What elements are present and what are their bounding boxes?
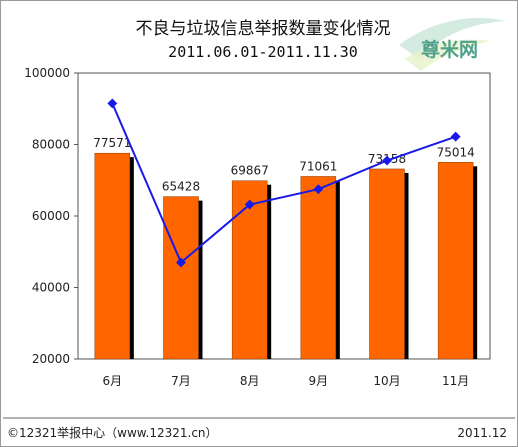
watermark-logo: 尊米网 [399, 18, 506, 71]
line-point [313, 184, 324, 195]
y-tick-label: 60000 [32, 209, 70, 223]
y-tick-label: 40000 [32, 281, 70, 295]
y-axis: 20000 40000 60000 80000 100000 [24, 66, 78, 366]
line-series [107, 98, 461, 268]
y-tick-label: 20000 [32, 352, 70, 366]
footer-date: 2011.12 [457, 426, 507, 440]
footer-source: ©12321举报中心（www.12321.cn） [7, 425, 218, 440]
line-point [244, 199, 255, 210]
chart-title: 不良与垃圾信息举报数量变化情况 [136, 19, 391, 39]
x-tick-label: 8月 [240, 374, 260, 388]
x-tick-label: 10月 [373, 374, 400, 388]
bar-series [94, 152, 478, 360]
data-label: 71061 [299, 159, 337, 173]
line-point [107, 98, 118, 109]
data-labels: 775716542869867710617315875014 [93, 136, 475, 193]
x-tick-label: 6月 [103, 374, 123, 388]
bar [300, 176, 337, 360]
chart-subtitle: 2011.06.01-2011.11.30 [168, 43, 358, 61]
x-tick-label: 7月 [171, 374, 191, 388]
bar [94, 152, 131, 360]
x-tick-label: 9月 [309, 374, 329, 388]
line-point [176, 257, 186, 268]
data-label: 65428 [162, 180, 200, 194]
watermark-text: 尊米网 [421, 38, 478, 61]
line-path [111, 102, 456, 265]
line-point [382, 155, 392, 166]
x-tick-label: 11月 [442, 374, 469, 388]
bar [369, 168, 405, 360]
x-axis: 6月 7月 8月 9月 10月 11月 [103, 374, 470, 388]
bar [163, 196, 199, 360]
data-label: 75014 [437, 145, 475, 159]
plot-area [77, 72, 491, 360]
bar [437, 162, 474, 360]
watermark-swoosh-2 [405, 39, 491, 71]
y-tick-label: 100000 [24, 66, 70, 80]
data-label: 77571 [93, 136, 131, 150]
bar [231, 180, 268, 360]
y-tick-label: 80000 [32, 138, 70, 152]
line-point [450, 131, 461, 142]
data-label: 69867 [231, 164, 269, 178]
